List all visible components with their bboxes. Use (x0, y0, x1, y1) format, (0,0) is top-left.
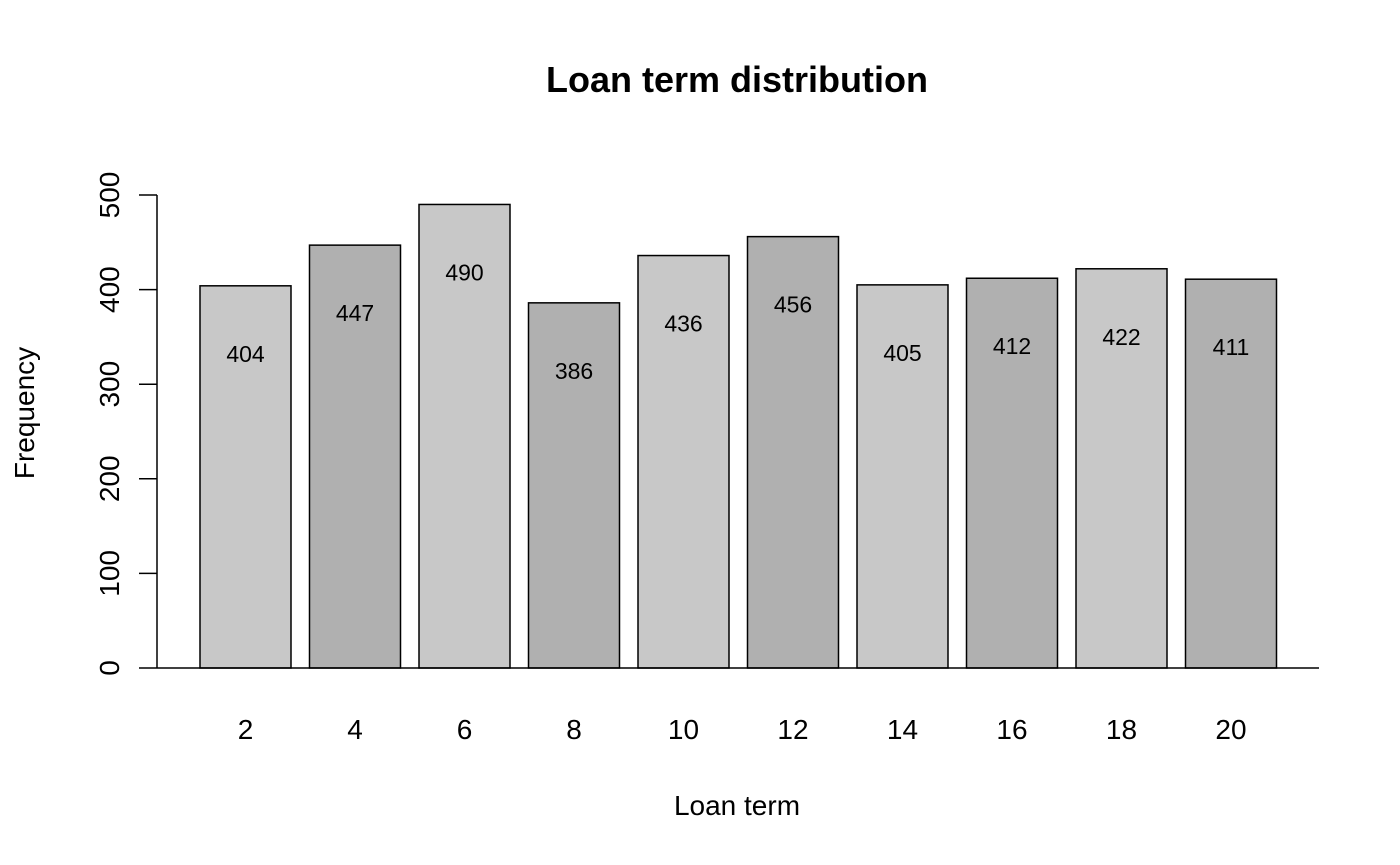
bar-18 (1075, 268, 1168, 669)
x-tick-label: 8 (566, 714, 582, 745)
x-tick-label: 18 (1106, 714, 1137, 745)
bar-14 (856, 284, 949, 669)
bar-6 (418, 203, 511, 669)
bar-10 (637, 254, 730, 669)
bar-20 (1184, 278, 1278, 669)
y-tick-label: 300 (94, 361, 125, 408)
data-label-18: 422 (1102, 324, 1140, 350)
data-label-14: 405 (883, 340, 921, 366)
x-tick-label: 4 (347, 714, 363, 745)
x-tick-label: 10 (668, 714, 699, 745)
x-tick-label: 20 (1215, 714, 1246, 745)
y-tick-label: 500 (94, 172, 125, 219)
bar-12 (746, 235, 840, 669)
bar-4 (308, 244, 402, 669)
data-label-12: 456 (774, 292, 812, 318)
data-label-4: 447 (336, 300, 374, 326)
bar-8 (527, 302, 621, 669)
x-tick-label: 14 (887, 714, 918, 745)
bar-16 (965, 277, 1059, 669)
data-label-16: 412 (993, 333, 1031, 359)
data-label-20: 411 (1213, 334, 1250, 360)
bars-group: 404 447 490 386 436 456 405 412 422 411 (199, 203, 1278, 669)
y-tick-label: 400 (94, 266, 125, 313)
x-tick-label: 16 (996, 714, 1027, 745)
data-label-6: 490 (445, 259, 483, 285)
y-axis-label: Frequency (9, 347, 40, 479)
y-tick-label: 0 (94, 660, 125, 676)
x-axis-label: Loan term (674, 790, 800, 821)
x-tick-label: 12 (777, 714, 808, 745)
y-tick-label: 200 (94, 455, 125, 502)
x-tick-label: 2 (238, 714, 254, 745)
data-label-10: 436 (664, 311, 702, 337)
data-label-2: 404 (226, 341, 265, 367)
y-axis: 0 100 200 300 400 500 (94, 172, 158, 676)
y-tick-label: 100 (94, 550, 125, 597)
data-label-8: 386 (555, 358, 593, 384)
x-tick-label: 6 (457, 714, 473, 745)
x-axis: 2 4 6 8 10 12 14 16 18 20 (157, 667, 1319, 745)
chart-title: Loan term distribution (546, 59, 928, 100)
